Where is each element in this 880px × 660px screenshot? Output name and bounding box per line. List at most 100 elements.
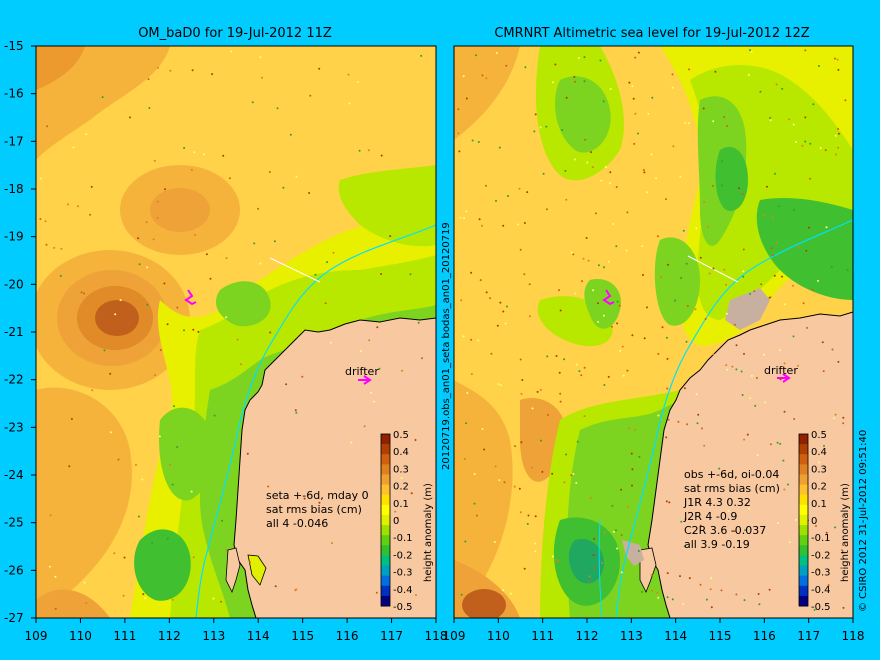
right-obs-marker xyxy=(699,583,702,586)
right-obs-marker xyxy=(509,592,512,595)
right-obs-marker xyxy=(802,302,805,305)
right-obs-marker xyxy=(827,584,830,587)
right-obs-marker xyxy=(697,413,700,416)
left-obs-marker xyxy=(331,542,333,545)
right-obs-marker xyxy=(656,235,659,238)
lat-tick-label: -18 xyxy=(4,182,24,196)
right-obs-marker xyxy=(574,80,577,83)
right-obs-marker xyxy=(647,112,650,115)
right-obs-marker xyxy=(772,254,775,257)
right-obs-marker xyxy=(725,364,728,367)
right-obs-marker xyxy=(679,575,681,578)
right-obs-marker xyxy=(834,526,837,529)
right-obs-marker xyxy=(749,397,752,400)
right-obs-marker xyxy=(788,541,791,544)
left-obs-marker xyxy=(118,286,121,289)
right-obs-marker xyxy=(766,185,768,188)
right-obs-marker xyxy=(498,479,501,482)
right-obs-marker xyxy=(521,379,524,381)
right-obs-marker xyxy=(758,603,761,606)
right-obs-marker xyxy=(804,116,807,119)
right-obs-marker xyxy=(727,510,730,512)
right-obs-marker xyxy=(519,358,522,361)
lat-tick-label: -24 xyxy=(4,468,24,482)
right-obs-marker xyxy=(555,355,558,357)
right-obs-marker xyxy=(757,593,760,595)
right-obs-marker xyxy=(534,542,537,545)
right-colorbar-tick-label: -0.1 xyxy=(811,533,831,544)
right-obs-marker xyxy=(822,370,825,373)
right-obs-marker xyxy=(721,184,724,187)
right-obs-marker xyxy=(710,606,713,609)
right-obs-marker xyxy=(811,288,814,291)
left-obs-marker xyxy=(48,565,51,568)
right-lon-tick-label: 113 xyxy=(620,629,643,643)
left-obs-marker xyxy=(193,151,196,154)
left-obs-marker xyxy=(60,247,63,250)
right-obs-marker xyxy=(651,589,654,592)
right-panel: CMRNRT Altimetric sea level for 19-Jul-2… xyxy=(453,26,854,619)
left-colorbar-segment xyxy=(381,504,390,516)
right-obs-marker xyxy=(565,198,568,201)
left-obs-marker xyxy=(213,414,216,417)
right-obs-marker xyxy=(519,511,522,514)
right-obs-marker xyxy=(603,531,606,534)
right-obs-marker xyxy=(615,529,617,532)
right-stats-line: sat rms bias (cm) xyxy=(684,482,780,495)
right-obs-marker xyxy=(817,568,820,571)
right-obs-marker xyxy=(830,265,833,268)
right-obs-marker xyxy=(554,63,557,66)
right-obs-marker xyxy=(594,566,596,569)
right-obs-marker xyxy=(842,422,845,425)
left-colorbar-segment xyxy=(381,545,390,556)
right-obs-marker xyxy=(788,118,791,121)
left-obs-marker xyxy=(301,375,304,378)
right-obs-marker xyxy=(619,350,622,352)
right-obs-marker xyxy=(637,132,639,135)
left-colorbar-tick-label: -0.1 xyxy=(393,533,413,544)
left-obs-marker xyxy=(261,76,264,79)
left-colorbar: 0.5 0.4 0.3 0.2 0.1 0 -0.1 -0.2 -0.3 -0.4 -0.5 xyxy=(380,430,413,613)
right-obs-marker xyxy=(742,275,745,278)
right-colorbar-tick-label: 0.1 xyxy=(811,499,827,510)
right-obs-marker xyxy=(655,177,658,180)
right-lon-tick-label: 109 xyxy=(443,629,466,643)
right-obs-marker xyxy=(667,418,670,421)
right-obs-marker xyxy=(634,428,637,431)
right-obs-marker xyxy=(666,357,669,360)
right-lon-tick-label: 112 xyxy=(576,629,599,643)
right-obs-marker xyxy=(615,245,618,248)
left-obs-marker xyxy=(142,593,145,596)
right-obs-marker xyxy=(465,97,468,100)
left-obs-marker xyxy=(83,581,86,584)
right-obs-marker xyxy=(459,216,462,219)
right-obs-marker xyxy=(533,130,536,133)
right-obs-marker xyxy=(665,436,668,439)
right-obs-marker xyxy=(660,276,663,279)
left-obs-marker xyxy=(220,600,223,603)
left-obs-marker xyxy=(176,306,179,309)
left-obs-marker xyxy=(159,349,162,351)
left-obs-marker xyxy=(358,149,361,152)
right-obs-marker xyxy=(591,166,594,169)
left-obs-marker xyxy=(166,537,169,540)
left-obs-marker xyxy=(89,213,92,216)
right-obs-marker xyxy=(539,388,542,391)
right-obs-marker xyxy=(817,65,820,67)
right-obs-marker xyxy=(793,418,796,420)
left-obs-marker xyxy=(171,598,174,601)
right-obs-marker xyxy=(685,262,688,265)
right-obs-marker xyxy=(804,49,807,52)
right-obs-marker xyxy=(755,377,758,379)
right-obs-marker xyxy=(585,237,588,239)
right-obs-marker xyxy=(590,151,593,154)
right-obs-marker xyxy=(524,66,527,69)
right-obs-marker xyxy=(846,269,849,272)
left-obs-marker xyxy=(417,321,420,324)
right-obs-marker xyxy=(680,520,683,523)
right-stats-line: J2R 4 -0.9 xyxy=(683,510,737,523)
right-obs-marker xyxy=(792,284,795,287)
right-obs-marker xyxy=(657,596,660,599)
left-obs-marker xyxy=(45,243,48,246)
